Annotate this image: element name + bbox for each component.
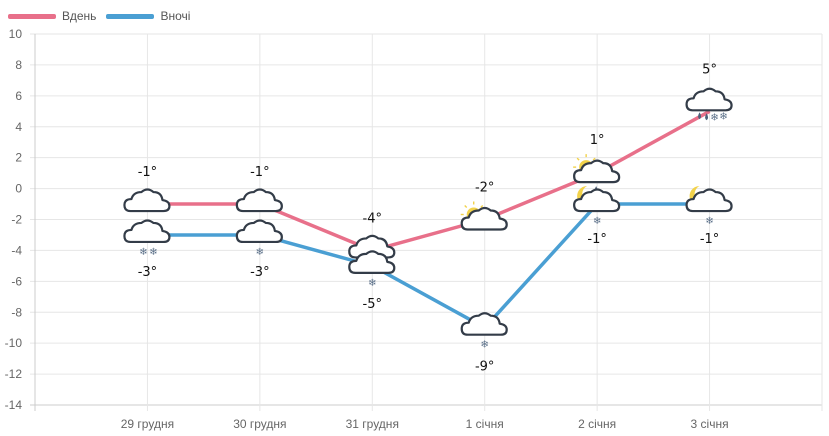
series-line-Вночі — [147, 202, 710, 330]
y-tick-label: -8 — [11, 305, 22, 319]
snowflake-icon: ❄ — [593, 216, 601, 227]
day-temp-label: 5° — [702, 62, 717, 77]
day-temp-label: -1° — [250, 165, 269, 180]
night-temp-label: -9° — [475, 360, 494, 375]
legend-swatch-night — [106, 13, 155, 19]
night-temp-label: -3° — [250, 265, 269, 280]
day-temp-label: 1° — [590, 133, 605, 148]
x-tick-label: 1 січня — [466, 417, 504, 431]
weather-icons: ❄ ❄❄ ❄ ❄❄❄❄ ❄ — [123, 87, 733, 351]
x-tick-label: 2 січня — [578, 417, 616, 431]
y-tick-label: 8 — [15, 58, 22, 72]
snowflake-icon: ❄ — [256, 247, 264, 258]
cloud-snow-icon: ❄ — [235, 219, 283, 258]
snowflake-icon: ❄ — [139, 247, 147, 258]
y-tick-label: -10 — [5, 336, 23, 350]
x-tick-label: 30 грудня — [233, 417, 286, 431]
day-temp-label: -2° — [475, 181, 494, 196]
day-temp-label: -1° — [138, 165, 157, 180]
cloud-snow-icon: ❄ — [348, 250, 396, 289]
snowflake-icon: ❄ — [481, 340, 489, 351]
moon-cloud-snow-icon: ❄ — [685, 186, 733, 227]
snowflake-icon: ❄ — [149, 247, 157, 258]
night-temp-label: -1° — [587, 232, 606, 247]
grid-lines — [30, 33, 823, 411]
snowflake-icon: ❄ — [368, 278, 376, 289]
value-labels: -1° -1° -4° -2° 1° 5° -3° -3° -5° -9° -1° -1° — [138, 62, 720, 374]
y-tick-label: 2 — [15, 151, 22, 165]
legend-swatch-day — [8, 13, 56, 19]
chart-legend: Вдень Вночі — [8, 9, 200, 23]
cloud-snow-2-icon: ❄ ❄ — [123, 219, 171, 258]
x-axis: 29 грудня 30 грудня 31 грудня 1 січня 2 січн… — [121, 417, 729, 431]
raindrop-icon — [705, 113, 709, 121]
y-tick-label: 0 — [15, 182, 22, 196]
cloud-icon — [235, 188, 283, 213]
night-temp-label: -5° — [363, 297, 382, 312]
snowflake-icon: ❄ — [705, 216, 713, 227]
sun-cloud-icon — [460, 200, 508, 231]
y-tick-label: -12 — [5, 367, 23, 381]
y-tick-label: -6 — [11, 274, 22, 288]
x-tick-label: 31 грудня — [346, 417, 399, 431]
cloud-snow-icon: ❄ — [460, 312, 508, 351]
legend-item-night[interactable]: Вночі — [106, 9, 190, 23]
legend-label-day: Вдень — [62, 9, 97, 23]
night-temp-label: -1° — [700, 232, 719, 247]
y-tick-label: -2 — [11, 213, 22, 227]
sun-cloud-rain-icon — [572, 153, 621, 194]
legend-item-day[interactable]: Вдень — [8, 9, 96, 23]
cloud-rain-snow-icon: ❄ ❄ — [685, 87, 733, 123]
x-tick-label: 3 січня — [691, 417, 729, 431]
series-line-Вдень — [147, 109, 711, 253]
snowflake-icon: ❄ — [710, 112, 718, 123]
night-temp-label: -3° — [138, 265, 157, 280]
raindrop-icon — [698, 112, 702, 120]
y-tick-label: -4 — [11, 243, 22, 257]
cloud-icon — [123, 188, 171, 213]
day-temp-label: -4° — [363, 211, 382, 226]
y-axis: 10 8 6 4 2 0 -2 -4 -6 -8 -10 -12 -14 — [5, 27, 23, 412]
moon-cloud-snow-icon: ❄ — [573, 186, 621, 227]
x-tick-label: 29 грудня — [121, 417, 174, 431]
y-tick-label: 4 — [15, 120, 22, 134]
y-tick-label: 10 — [9, 27, 23, 41]
snowflake-icon: ❄ — [719, 111, 727, 122]
y-tick-label: 6 — [15, 89, 22, 103]
legend-label-night: Вночі — [160, 9, 191, 23]
y-tick-label: -14 — [5, 398, 23, 412]
